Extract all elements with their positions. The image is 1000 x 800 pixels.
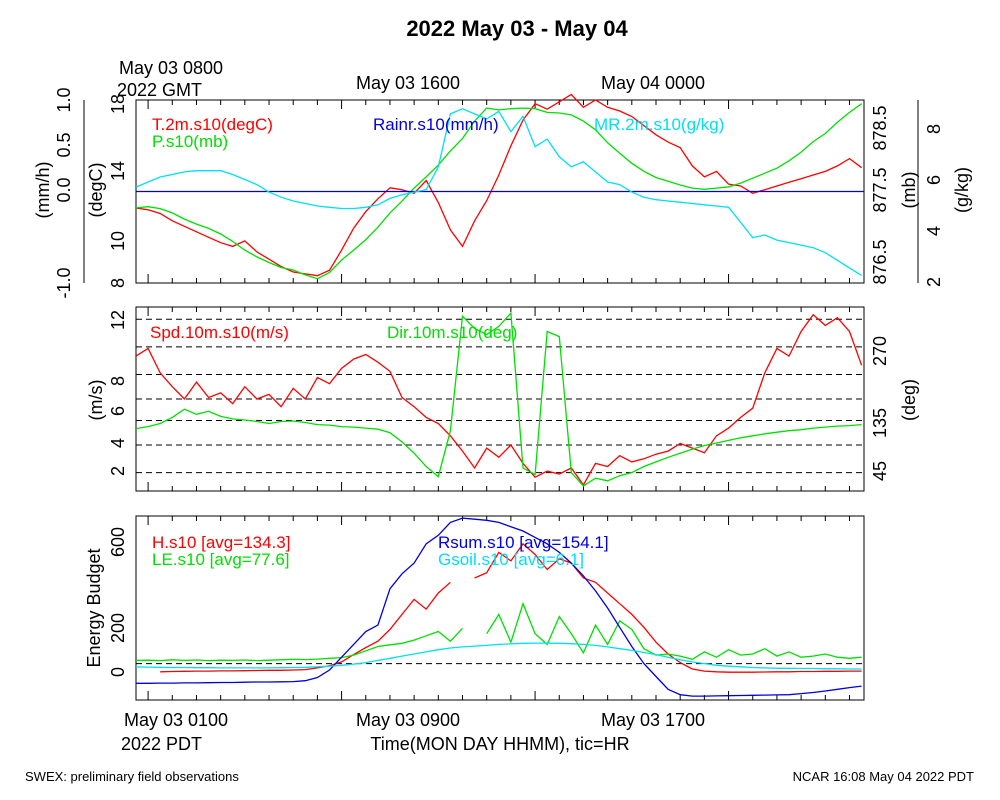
legend-pressure: P.s10(mb) bbox=[152, 132, 228, 151]
legend-wind-speed: Spd.10m.s10(m/s) bbox=[150, 323, 289, 342]
legend-soil-heat: Gsoil.s10 [avg=6.1] bbox=[438, 550, 584, 569]
pres-tick-label: 876.5 bbox=[870, 239, 890, 284]
top-time-tick-b: May 04 0000 bbox=[601, 73, 705, 93]
bottom-year-label: 2022 PDT bbox=[121, 734, 202, 754]
speed-tick-label: 8 bbox=[108, 376, 128, 386]
pres-tick-label: 878.5 bbox=[870, 105, 890, 150]
series-line bbox=[136, 517, 862, 697]
panel-energy-ticks bbox=[136, 516, 864, 700]
top-time-first-line2: 2022 GMT bbox=[117, 80, 202, 100]
legend-wind-direction: Dir.10m.s10(deg) bbox=[387, 323, 517, 342]
panel-meteorology: -1.0 0.0 0.5 1.0 (mm/h) 8 10 14 18 (degC… bbox=[33, 87, 972, 298]
speed-tick-label: 6 bbox=[108, 406, 128, 416]
legend-sensible-heat: H.s10 [avg=134.3] bbox=[152, 533, 290, 552]
bottom-time-tick-a: May 03 0100 bbox=[124, 710, 228, 730]
footer-left: SWEX: preliminary field observations bbox=[25, 769, 239, 784]
panel-energy: 0 200 600 Energy Budget H.s10 [avg=134.3… bbox=[84, 515, 865, 701]
legend-rain-rate: Rainr.s10(mm/h) bbox=[373, 115, 499, 134]
series-line bbox=[135, 642, 862, 670]
series-line bbox=[135, 311, 862, 487]
direction-axis-label: (deg) bbox=[899, 379, 919, 421]
temp-tick-label: 10 bbox=[108, 231, 128, 251]
pres-axis-label: (mb) bbox=[899, 172, 919, 209]
series-line bbox=[135, 108, 862, 276]
temp-tick-label: 14 bbox=[108, 161, 128, 181]
panel-energy-series bbox=[135, 517, 862, 697]
bottom-time-tick-b: May 03 0900 bbox=[356, 710, 460, 730]
legend-mixing-ratio: MR.2m.s10(g/kg) bbox=[594, 115, 724, 134]
rain-axis-label: (mm/h) bbox=[33, 162, 53, 219]
bottom-time-tick-c: May 03 1700 bbox=[601, 710, 705, 730]
energy-tick-label: 600 bbox=[108, 527, 128, 557]
energy-tick-label: 200 bbox=[108, 613, 128, 643]
series-line bbox=[135, 103, 862, 280]
series-line bbox=[135, 601, 862, 662]
rain-tick-label: 1.0 bbox=[54, 87, 74, 112]
panel-wind-gridlines bbox=[136, 318, 864, 474]
energy-axis-label: Energy Budget bbox=[84, 548, 104, 667]
direction-tick-label: 135 bbox=[870, 408, 890, 438]
speed-tick-label: 2 bbox=[108, 466, 128, 476]
rain-tick-label: -1.0 bbox=[54, 267, 74, 298]
temp-tick-label: 18 bbox=[108, 94, 128, 114]
chart-title: 2022 May 03 - May 04 bbox=[406, 16, 628, 41]
speed-axis-label: (m/s) bbox=[86, 380, 106, 421]
rain-tick-label: 0.0 bbox=[54, 177, 74, 202]
legend-temperature: T.2m.s10(degC) bbox=[152, 115, 273, 134]
top-time-first-line1: May 03 0800 bbox=[119, 58, 223, 78]
panel-energy-frame bbox=[135, 515, 865, 701]
panel-wind: 2 4 6 8 12 (m/s) 45 135 270 (deg) Spd.10… bbox=[86, 306, 919, 492]
top-time-tick-a: May 03 1600 bbox=[356, 73, 460, 93]
direction-tick-label: 45 bbox=[870, 461, 890, 481]
mr-tick-label: 6 bbox=[924, 175, 944, 185]
mr-axis-label: (g/kg) bbox=[952, 167, 972, 213]
speed-tick-label: 12 bbox=[108, 310, 128, 330]
mr-tick-label: 4 bbox=[924, 226, 944, 236]
series-line bbox=[135, 93, 862, 277]
legend-latent-heat: LE.s10 [avg=77.6] bbox=[152, 550, 290, 569]
temp-axis-label: (degC) bbox=[86, 162, 106, 217]
mr-tick-label: 8 bbox=[924, 124, 944, 134]
rain-tick-label: 0.5 bbox=[54, 132, 74, 157]
direction-tick-label: 270 bbox=[870, 336, 890, 366]
footer-right: NCAR 16:08 May 04 2022 PDT bbox=[793, 769, 974, 784]
energy-tick-label: 0 bbox=[108, 667, 128, 677]
speed-tick-label: 4 bbox=[108, 438, 128, 448]
panel-wind-ticks bbox=[147, 307, 850, 491]
temp-tick-label: 8 bbox=[108, 278, 128, 288]
mr-tick-label: 2 bbox=[924, 277, 944, 287]
pres-tick-label: 877.5 bbox=[870, 167, 890, 212]
x-axis-title: Time(MON DAY HHMM), tic=HR bbox=[370, 734, 629, 754]
panel-meteorology-series bbox=[135, 93, 864, 280]
legend-net-radiation: Rsum.s10 [avg=154.1] bbox=[438, 533, 609, 552]
series-line bbox=[135, 313, 863, 487]
panel-wind-series bbox=[135, 311, 863, 487]
